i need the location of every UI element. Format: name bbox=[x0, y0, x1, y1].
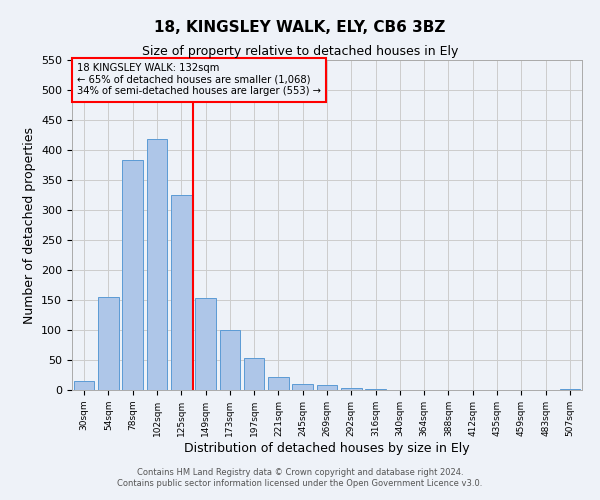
Text: 18 KINGSLEY WALK: 132sqm
← 65% of detached houses are smaller (1,068)
34% of sem: 18 KINGSLEY WALK: 132sqm ← 65% of detach… bbox=[77, 64, 321, 96]
Bar bbox=[146, 139, 167, 390]
Bar bbox=[292, 384, 313, 390]
Bar bbox=[220, 330, 240, 390]
Bar bbox=[195, 298, 216, 390]
Bar bbox=[171, 195, 191, 390]
Bar bbox=[560, 389, 580, 390]
Bar bbox=[98, 297, 119, 390]
Bar bbox=[74, 381, 94, 390]
Bar bbox=[268, 377, 289, 390]
Text: Size of property relative to detached houses in Ely: Size of property relative to detached ho… bbox=[142, 45, 458, 58]
Bar bbox=[341, 388, 362, 390]
Bar bbox=[122, 160, 143, 390]
X-axis label: Distribution of detached houses by size in Ely: Distribution of detached houses by size … bbox=[184, 442, 470, 454]
Text: Contains HM Land Registry data © Crown copyright and database right 2024.
Contai: Contains HM Land Registry data © Crown c… bbox=[118, 468, 482, 487]
Bar bbox=[244, 358, 265, 390]
Y-axis label: Number of detached properties: Number of detached properties bbox=[23, 126, 35, 324]
Bar bbox=[317, 385, 337, 390]
Text: 18, KINGSLEY WALK, ELY, CB6 3BZ: 18, KINGSLEY WALK, ELY, CB6 3BZ bbox=[154, 20, 446, 35]
